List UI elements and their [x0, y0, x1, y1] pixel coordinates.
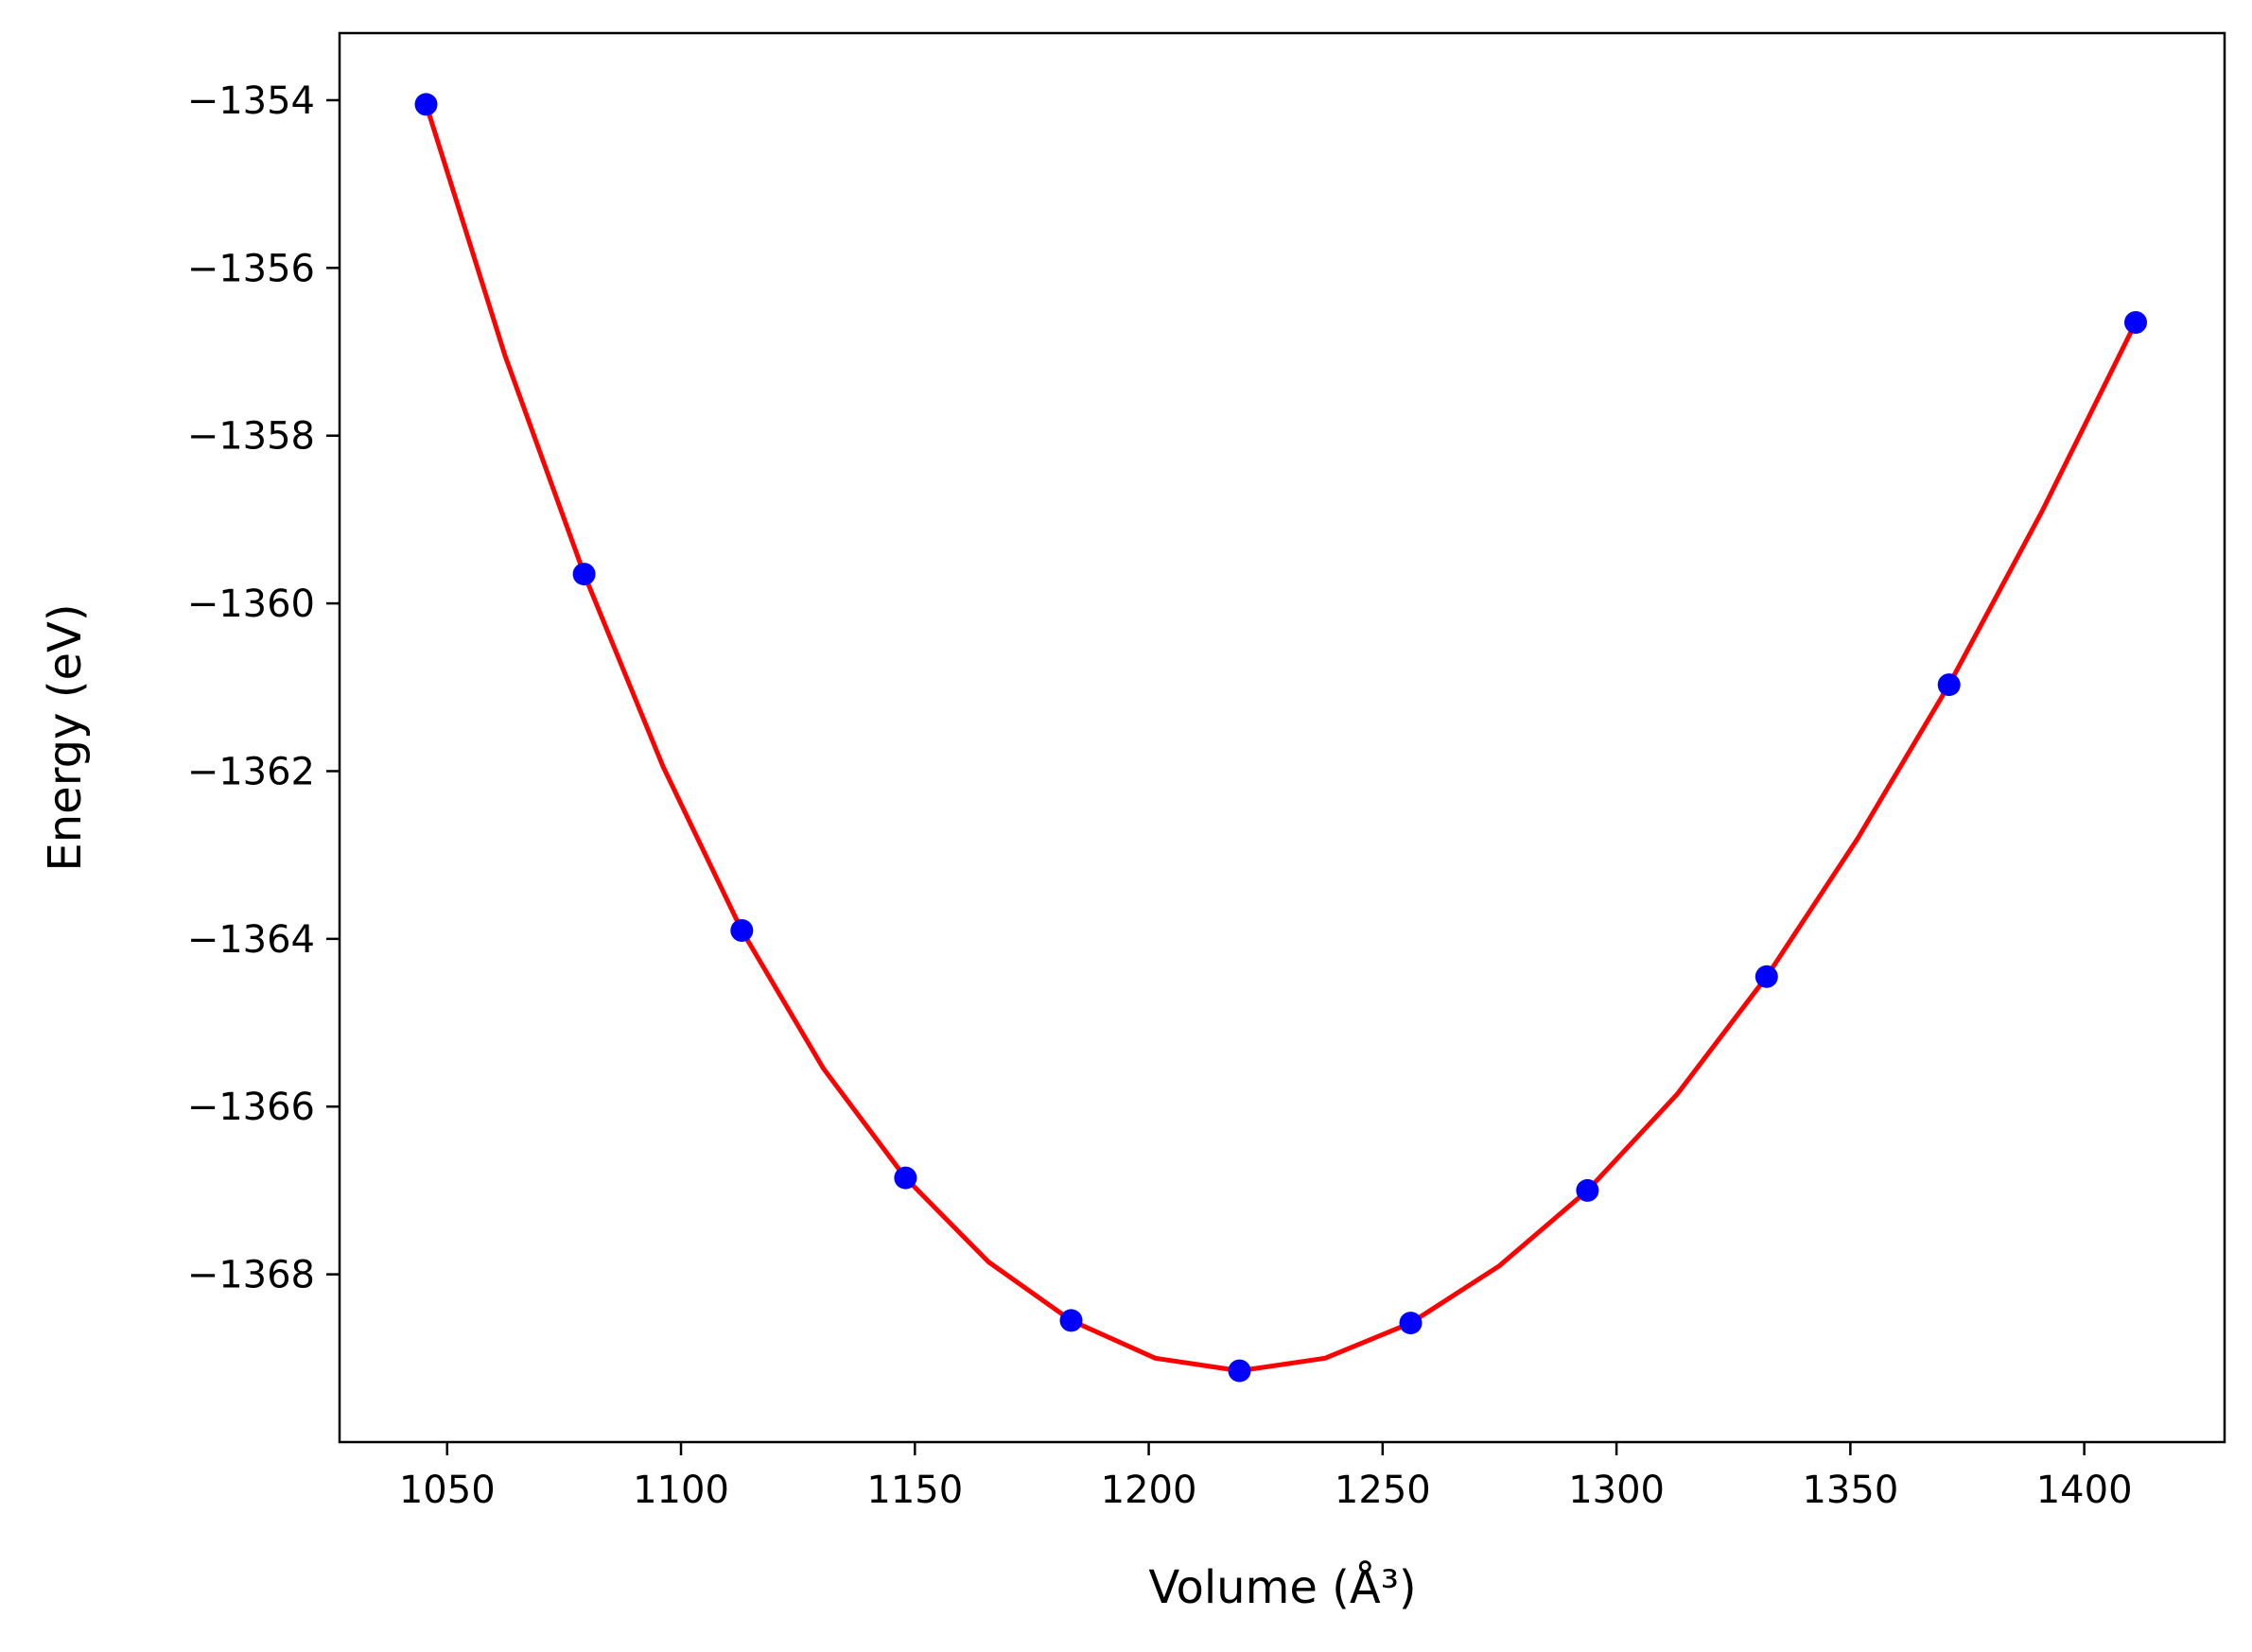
y-tick-label: −1358 — [187, 415, 315, 459]
y-tick-label: −1364 — [187, 918, 315, 962]
x-tick-label: 1350 — [1802, 1469, 1898, 1512]
y-tick-label: −1366 — [187, 1086, 315, 1129]
data-point — [1754, 965, 1778, 988]
data-point — [1399, 1312, 1423, 1335]
data-point — [2124, 311, 2147, 334]
x-tick-label: 1150 — [866, 1469, 963, 1512]
data-point — [414, 93, 438, 116]
y-tick-label: −1356 — [187, 247, 315, 290]
data-point — [1228, 1359, 1251, 1382]
data-point — [894, 1166, 917, 1190]
x-tick-label: 1400 — [2036, 1469, 2133, 1512]
x-tick-label: 1250 — [1335, 1469, 1431, 1512]
data-point — [1937, 673, 1961, 697]
data-point — [1059, 1309, 1083, 1332]
plot-layer — [414, 93, 2147, 1382]
data-point — [572, 563, 596, 586]
y-axis-label: Energy (eV) — [39, 603, 92, 871]
x-axis-label: Volume (Å³) — [1148, 1560, 1416, 1614]
y-tick-label: −1354 — [187, 79, 315, 123]
x-tick-label: 1100 — [633, 1469, 729, 1512]
plot-frame — [338, 31, 2226, 1444]
x-tick-label: 1200 — [1101, 1469, 1197, 1512]
y-tick-label: −1362 — [187, 750, 315, 793]
x-tick-label: 1050 — [399, 1469, 496, 1512]
x-axis: 1050 1100 1150 1200 1250 1300 1350 1400 — [399, 1442, 2133, 1512]
x-tick-label: 1300 — [1568, 1469, 1665, 1512]
y-tick-label: −1360 — [187, 583, 315, 626]
y-tick-label: −1368 — [187, 1254, 315, 1297]
data-point — [730, 919, 754, 942]
y-axis: −1354 −1356 −1358 −1360 −1362 −1364 −1366 −1368 — [187, 79, 340, 1297]
data-point — [1576, 1178, 1599, 1202]
